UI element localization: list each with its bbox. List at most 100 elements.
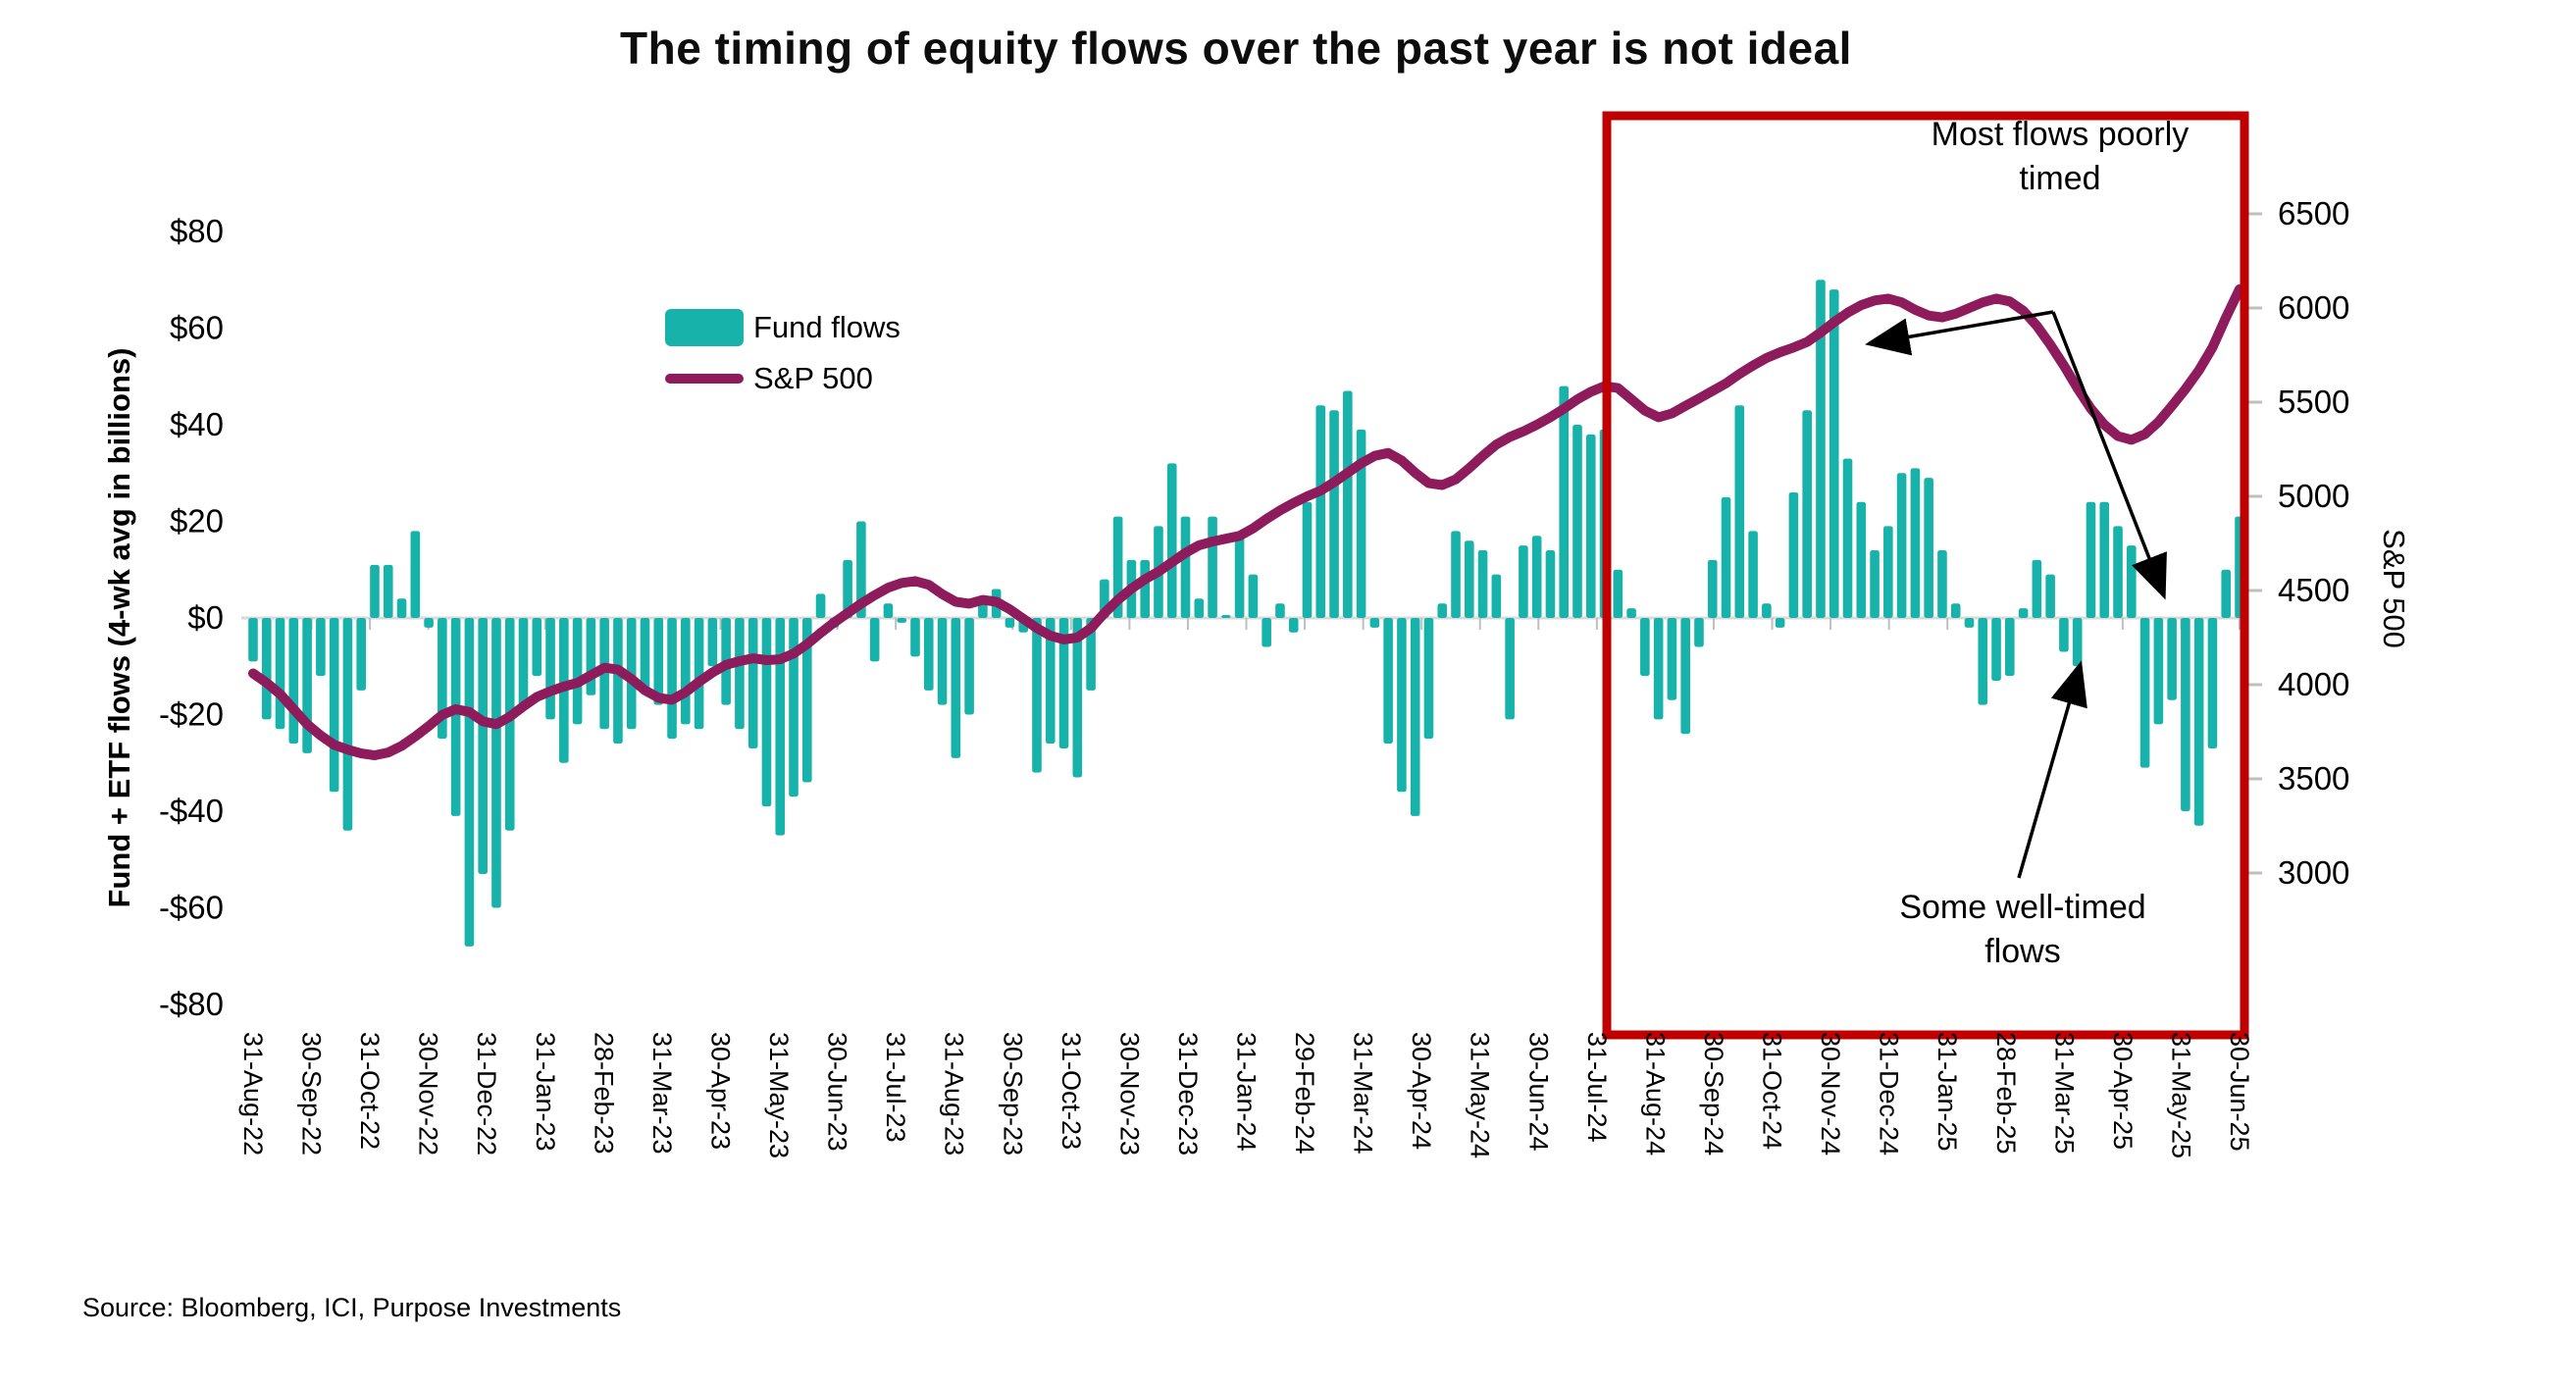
fund-flow-bar xyxy=(978,603,988,618)
left-axis-tick-label: -$20 xyxy=(159,696,224,733)
fund-flow-bar xyxy=(1208,516,1217,618)
x-axis-label: 30-Sep-24 xyxy=(1699,1032,1728,1156)
x-axis-label: 31-Aug-24 xyxy=(1640,1032,1670,1156)
fund-flow-bar xyxy=(2072,618,2083,667)
x-axis-label: 31-Mar-24 xyxy=(1349,1032,1378,1155)
x-axis-label: 31-Aug-23 xyxy=(940,1032,969,1156)
fund-flow-bar xyxy=(653,618,664,705)
arrow-poorly-timed-left xyxy=(1865,310,2054,356)
fund-flow-bar xyxy=(1072,618,1083,778)
fund-flow-bar xyxy=(1519,545,1528,618)
left-axis-tick-label: $20 xyxy=(170,503,224,539)
fund-flow-bar xyxy=(1896,473,1907,618)
x-axis-label: 30-Nov-24 xyxy=(1816,1032,1845,1156)
fund-flow-bar xyxy=(897,618,907,623)
fund-flow-bar xyxy=(815,593,826,618)
chart-title: The timing of equity flows over the past… xyxy=(620,23,1852,74)
x-axis-label: 31-Dec-23 xyxy=(1173,1032,1203,1156)
fund-flow-bar xyxy=(1451,531,1461,618)
fund-flow-bar xyxy=(1991,618,2001,682)
legend-sp500-label: S&P 500 xyxy=(753,361,873,395)
left-axis-tick-label: -$80 xyxy=(159,986,224,1022)
fund-flow-bar xyxy=(518,618,529,705)
x-axis-label: 31-Dec-24 xyxy=(1875,1032,1904,1156)
fund-flow-bar xyxy=(747,618,758,748)
fund-flow-bar xyxy=(613,618,623,745)
fund-flow-bar xyxy=(1816,280,1826,618)
fund-flow-bar xyxy=(1788,491,1799,618)
fund-flow-bar xyxy=(288,618,299,745)
fund-flow-bar xyxy=(424,618,434,628)
x-axis-label: 31-May-24 xyxy=(1466,1032,1495,1158)
fund-flow-bar xyxy=(843,559,852,618)
left-axis-tick-label: $0 xyxy=(187,599,224,636)
fund-flow-bar xyxy=(1707,559,1718,618)
right-axis-tick-label: 6500 xyxy=(2278,195,2349,231)
fund-flow-bar xyxy=(1883,526,1893,618)
source-text: Source: Bloomberg, ICI, Purpose Investme… xyxy=(82,1293,622,1322)
fund-flow-bar xyxy=(370,564,380,618)
right-axis-tick-label: 5000 xyxy=(2278,478,2349,514)
left-axis-tick-label: $40 xyxy=(170,406,224,442)
x-axis-label: 31-May-25 xyxy=(2166,1032,2195,1158)
fund-flow-bar xyxy=(1221,615,1231,618)
right-axis-tick-label: 5500 xyxy=(2278,384,2349,420)
legend: Fund flows S&P 500 xyxy=(665,302,901,404)
left-axis-title: Fund + ETF flows (4-wk avg in billions) xyxy=(102,347,136,908)
legend-item-fund-flows: Fund flows xyxy=(665,302,901,353)
x-axis-label: 30-Jun-25 xyxy=(2225,1032,2254,1152)
x-axis-label: 30-Sep-23 xyxy=(998,1032,1027,1156)
annotation-well-timed-line1: Some well-timed xyxy=(1899,889,2146,926)
fund-flow-bar xyxy=(410,531,421,618)
fund-flow-bar xyxy=(1856,501,1867,618)
x-axis-label: 30-Sep-22 xyxy=(297,1032,327,1156)
fund-flow-bar xyxy=(1734,405,1745,618)
x-axis-label: 30-Apr-25 xyxy=(2108,1032,2138,1150)
fund-flow-bar xyxy=(504,618,515,831)
fund-flow-bar xyxy=(1680,618,1691,735)
x-axis-label: 30-Nov-22 xyxy=(414,1032,443,1156)
fund-flow-bar xyxy=(1329,410,1339,618)
right-axis-title: S&P 500 xyxy=(2377,529,2411,648)
sp500-line xyxy=(248,283,2244,760)
fund-flow-bar xyxy=(1032,618,1042,773)
sp500-line-swatch-icon xyxy=(665,374,744,384)
fund-flow-bar xyxy=(1572,425,1582,618)
fund-flow-bar xyxy=(1437,603,1448,618)
fund-flow-bar xyxy=(316,618,326,677)
fund-flow-bar xyxy=(545,618,555,720)
fund-flow-bar xyxy=(396,598,407,618)
arrow-poorly-timed-right xyxy=(2051,311,2167,600)
fund-flow-bar xyxy=(1383,618,1393,745)
fund-flow-bar xyxy=(1667,618,1677,700)
fund-flow-bar xyxy=(869,618,880,662)
highlight-box xyxy=(1602,111,2249,1040)
fund-flow-bar xyxy=(640,618,650,691)
fund-flow-bar xyxy=(2113,526,2123,618)
annotation-well-timed: Some well-timed flows xyxy=(1817,886,2229,974)
fund-flow-bar xyxy=(1585,434,1596,618)
fund-flow-bar xyxy=(1423,618,1434,740)
fund-flow-bar xyxy=(491,618,501,908)
fund-flow-bar xyxy=(2207,618,2218,748)
fund-flow-bar xyxy=(937,618,948,705)
fund-flow-bar xyxy=(2059,618,2069,652)
x-axis-label: 30-Apr-23 xyxy=(705,1032,735,1150)
fund-flow-bar xyxy=(1937,550,1947,618)
fund-flow-bar xyxy=(2126,545,2137,618)
fund-flow-bar xyxy=(2086,501,2096,618)
fund-flow-bar xyxy=(1505,618,1515,720)
fund-flow-bar xyxy=(1356,429,1366,618)
fund-flow-bar xyxy=(883,603,894,618)
fund-flow-bar xyxy=(532,618,542,677)
x-axis-label: 29-Feb-24 xyxy=(1290,1032,1319,1155)
annotation-poorly-timed: Most flows poorly timed xyxy=(1854,113,2266,201)
x-axis-label: 31-Mar-25 xyxy=(2049,1032,2079,1155)
fund-flow-bar xyxy=(1343,390,1353,618)
fund-flow-bar xyxy=(356,618,367,691)
fund-flow-bar xyxy=(1978,618,1988,705)
x-axis-label: 31-Dec-22 xyxy=(472,1032,501,1156)
arrow-well-timed xyxy=(2017,660,2087,879)
x-axis-label: 30-Apr-24 xyxy=(1407,1032,1436,1150)
